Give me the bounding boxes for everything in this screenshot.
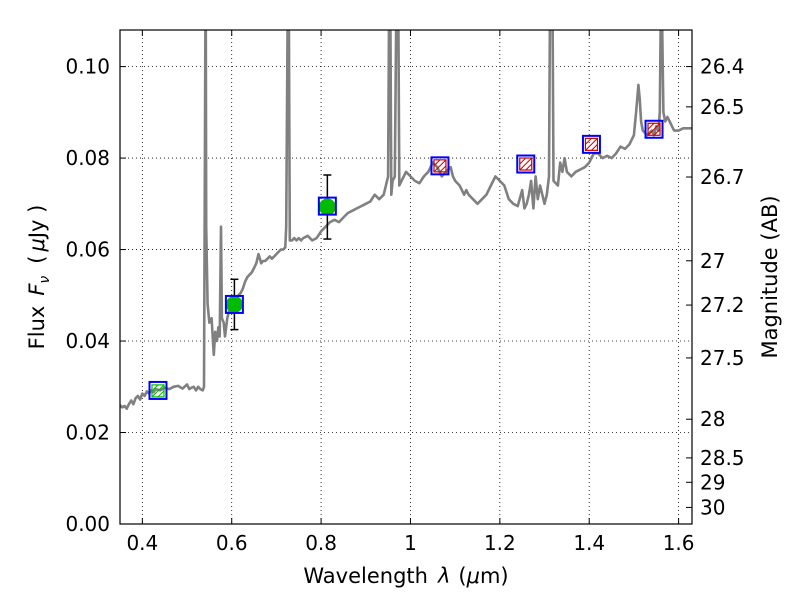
y-tick-label: 0.00: [65, 512, 110, 536]
x-tick-label: 1.2: [484, 531, 516, 555]
y-axis-label: FluxFν(μJy ): [25, 205, 53, 350]
plot-frame: [119, 29, 693, 525]
upper-limit-hatch: [433, 159, 441, 167]
model-photometry-marker: [148, 380, 168, 400]
model-photometry-marker: [224, 294, 244, 314]
magnitude-tick-label: 30: [700, 495, 725, 519]
magnitude-tick-label: 27.5: [700, 346, 745, 370]
x-tick-label: 1.4: [573, 531, 605, 555]
model-photometry-marker: [430, 156, 450, 176]
upper-limit-hatch: [157, 390, 165, 398]
upper-limit-hatch: [647, 122, 655, 130]
x-tick-label: 1: [404, 531, 417, 555]
model-photometry-marker: [644, 119, 664, 139]
y-tick-label: 0.08: [65, 146, 110, 170]
magnitude-tick-label: 26.5: [700, 95, 745, 119]
upper-limit-hatch: [591, 143, 598, 151]
magnitude-tick-label: 28: [700, 407, 725, 431]
magnitude-tick-label: 27.2: [700, 293, 745, 317]
model-spectrum-line: [120, 30, 692, 411]
detection-marker: [318, 198, 336, 216]
upper-limit-hatch: [585, 137, 598, 151]
upper-limit-hatch: [433, 159, 447, 173]
magnitude-tick-label: 27: [700, 249, 725, 273]
upper-limit-hatch: [519, 157, 527, 165]
plot-area: [120, 30, 692, 411]
magnitude-tick-label: 26.4: [700, 55, 745, 79]
model-photometry-marker: [317, 196, 337, 216]
x-tick-label: 0.6: [216, 531, 248, 555]
upper-limit-hatch: [151, 384, 165, 398]
model-photometry-marker: [516, 154, 536, 174]
upper-limit-hatch: [525, 163, 533, 171]
x-tick-label: 1.6: [663, 531, 695, 555]
y-tick-label: 0.02: [65, 421, 110, 445]
x-tick-label: 0.8: [305, 531, 337, 555]
magnitude-axis-label: Magnitude (AB): [758, 195, 782, 358]
y-tick-label: 0.10: [65, 55, 110, 79]
magnitude-tick-label: 26.7: [700, 165, 745, 189]
x-tick-label: 0.4: [126, 531, 158, 555]
magnitude-tick-label: 28.5: [700, 446, 745, 470]
x-axis-label: Wavelength λ (μm): [303, 564, 508, 588]
upper-limit-hatch: [653, 128, 661, 136]
upper-limit-hatch: [647, 122, 661, 136]
y-tick-label: 0.04: [65, 329, 110, 353]
magnitude-tick-label: 29: [700, 470, 725, 494]
upper-limit-hatch: [151, 384, 159, 392]
upper-limit-hatch: [439, 165, 447, 173]
upper-limit-hatch: [519, 157, 533, 171]
upper-limit-hatch: [585, 137, 592, 145]
model-photometry-marker: [581, 134, 601, 154]
y-tick-label: 0.06: [65, 238, 110, 262]
axis-ticks: 0.4 0.6 0.8 1 1.2 1.4 1.6 0.00 0.02 0.04 0.06 0.08 0…: [65, 30, 745, 555]
detection-marker: [225, 295, 243, 313]
